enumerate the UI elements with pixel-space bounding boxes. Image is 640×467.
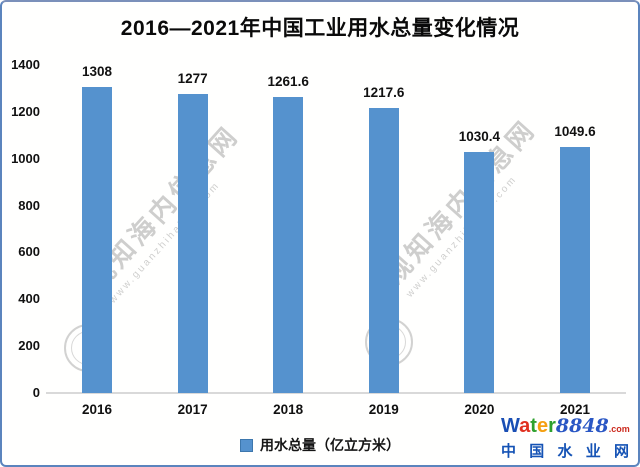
legend-label: 用水总量（亿立方米） (260, 437, 400, 453)
bar-value-label: 1277 (177, 70, 208, 86)
logo-cn-char: 网 (613, 443, 629, 460)
bar (177, 93, 208, 393)
x-axis-category-label: 2020 (464, 402, 495, 417)
y-axis-tick-label: 800 (18, 197, 40, 213)
logo-cn-char: 水 (557, 443, 573, 460)
site-logo: Water8848.com 中国水业网 (501, 416, 631, 461)
logo-letter: t (530, 415, 537, 437)
logo-cn-char: 中 (501, 443, 517, 460)
logo-tld: .com (608, 424, 630, 434)
y-axis-tick-label: 1200 (11, 103, 40, 119)
logo-wordmark: Water8848.com (501, 416, 631, 439)
bar (273, 97, 304, 393)
legend-marker-icon (240, 438, 253, 452)
legend: 用水总量（亿立方米） (2, 435, 638, 455)
logo-letter: e (536, 415, 549, 437)
logo-chinese-name: 中国水业网 (501, 440, 629, 461)
x-axis-category-label: 2018 (273, 402, 304, 417)
bar-value-label: 1217.6 (363, 84, 405, 100)
chart-title: 2016—2021年中国工业用水总量变化情况 (120, 17, 520, 40)
bar (82, 86, 112, 393)
bar (464, 151, 495, 393)
bar-value-label: 1308 (81, 63, 113, 79)
y-axis-tick-label: 200 (18, 338, 40, 354)
y-axis-tick-label: 400 (18, 291, 40, 307)
bar (560, 147, 590, 393)
x-axis-line (46, 392, 626, 394)
logo-letter: a (519, 415, 531, 437)
bar-value-label: 1030.4 (458, 128, 501, 144)
bar (368, 107, 399, 393)
x-axis-category-label: 2019 (368, 402, 399, 417)
logo-cn-char: 国 (529, 443, 545, 460)
logo-letter: W (501, 415, 520, 437)
x-axis-category-label: 2021 (559, 402, 591, 417)
logo-water-text: Water (501, 416, 556, 436)
logo-cn-char: 业 (585, 443, 601, 460)
y-axis-tick-label: 600 (18, 244, 40, 260)
y-axis-tick-label: 1000 (11, 150, 40, 166)
logo-letter: r (548, 415, 556, 437)
x-axis-category-label: 2016 (81, 402, 113, 417)
y-axis-tick-label: 0 (32, 385, 40, 400)
logo-number: 8848 (555, 415, 609, 437)
bar-value-label: 1261.6 (267, 74, 309, 90)
bar-value-label: 1049.6 (554, 124, 596, 140)
x-axis-category-label: 2017 (177, 402, 208, 417)
y-axis-tick-label: 1400 (11, 57, 40, 72)
